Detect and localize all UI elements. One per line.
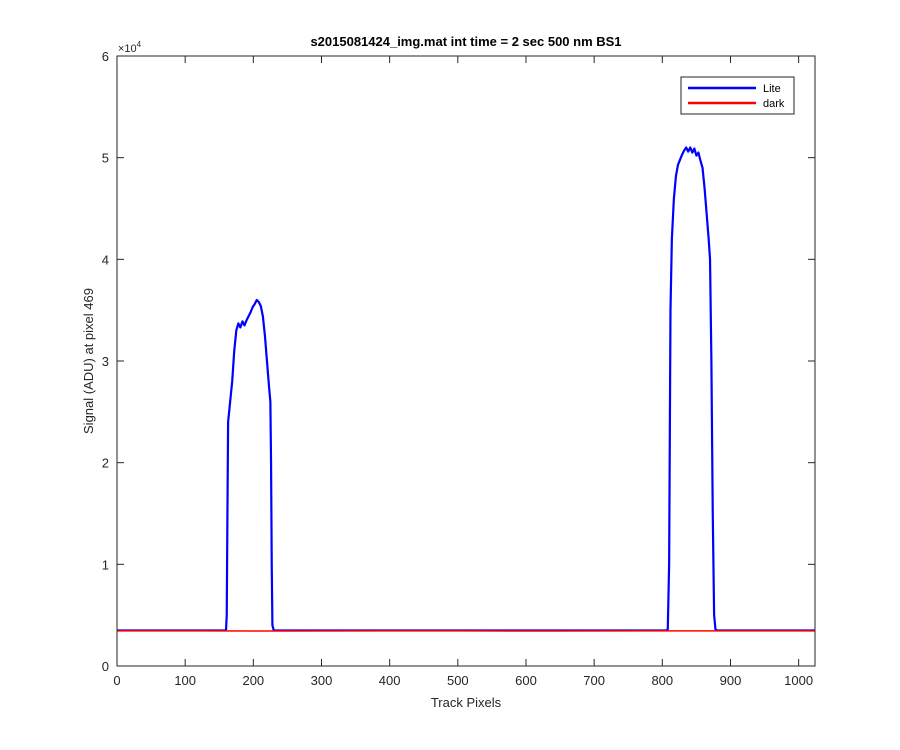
x-tick-label: 900 [720,673,742,688]
x-tick-label: 500 [447,673,469,688]
y-tick-label: 2 [102,456,109,471]
x-tick-label: 1000 [784,673,813,688]
x-tick-label: 0 [113,673,120,688]
legend-label-dark: dark [763,98,785,110]
y-axis-label: Signal (ADU) at pixel 469 [81,288,96,434]
x-tick-label: 700 [583,673,605,688]
legend-box [680,76,795,115]
y-tick-label: 5 [102,151,109,166]
x-tick-label: 800 [651,673,673,688]
x-ticks: 0 100 200 300 400 500 600 700 800 900 1000 [113,56,813,688]
x-axis-label: Track Pixels [431,695,502,710]
legend-label-lite: Lite [763,83,781,95]
y-multiplier: ×104 [118,40,142,55]
y-multiplier-exponent: 4 [137,40,142,49]
series-layer [116,146,816,632]
y-tick-label: 0 [102,659,109,674]
x-tick-label: 100 [174,673,196,688]
legend: Lite dark [680,76,795,115]
chart-title: s2015081424_img.mat int time = 2 sec 500… [310,34,621,49]
x-tick-label: 300 [311,673,333,688]
y-multiplier-base: ×10 [118,43,137,55]
y-tick-label: 4 [102,252,109,267]
x-tick-label: 600 [515,673,537,688]
y-tick-label: 6 [102,49,109,64]
y-ticks: 0 1 2 3 4 5 6 [102,49,815,674]
y-tick-label: 3 [102,354,109,369]
x-tick-label: 200 [242,673,264,688]
x-tick-label: 400 [379,673,401,688]
y-tick-label: 1 [102,557,109,572]
